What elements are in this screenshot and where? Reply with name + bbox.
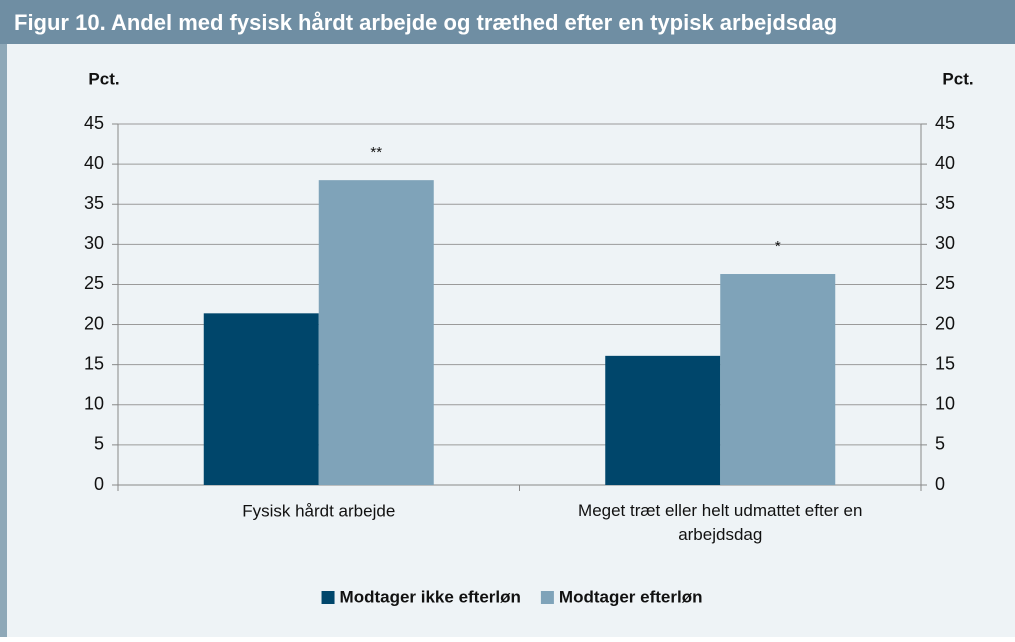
y2-tick-label: 5	[935, 434, 945, 454]
y-tick-label: 20	[84, 313, 104, 333]
title-bar	[0, 0, 1015, 44]
y2-tick-label: 10	[935, 394, 955, 414]
y2-tick-label: 30	[935, 233, 955, 253]
y-tick-label: 5	[94, 434, 104, 454]
y-tick-label: 10	[84, 394, 104, 414]
legend-label: Modtager efterløn	[559, 587, 703, 606]
y-tick-label: 0	[94, 474, 104, 494]
legend-swatch	[321, 591, 335, 604]
y-tick-label: 25	[84, 273, 104, 293]
y-tick-label: 45	[84, 113, 104, 133]
legend-label: Modtager ikke efterløn	[340, 587, 521, 606]
chart-title: Figur 10. Andel med fysisk hårdt arbejde…	[14, 10, 837, 35]
annotation: **	[370, 144, 382, 161]
bar	[318, 180, 434, 485]
y-axis-label: Pct.	[88, 69, 119, 88]
annotation: *	[775, 238, 781, 255]
y-tick-label: 30	[84, 233, 104, 253]
legend: Modtager ikke efterløn Modtager efterløn	[321, 587, 703, 606]
bar	[605, 355, 721, 485]
y-tick-label: 40	[84, 153, 104, 173]
y2-tick-label: 0	[935, 474, 945, 494]
y2-tick-label: 35	[935, 193, 955, 213]
y2-tick-label: 45	[935, 113, 955, 133]
y2-tick-label: 25	[935, 273, 955, 293]
y-tick-label: 35	[84, 193, 104, 213]
x-tick-label: Meget træt eller helt udmattet efter en a…	[578, 501, 862, 544]
y-tick-label: 15	[84, 353, 104, 373]
bar	[720, 274, 836, 485]
y2-axis-label: Pct.	[942, 69, 973, 88]
x-tick-label: Fysisk hårdt arbejde	[242, 501, 395, 520]
left-border	[0, 44, 7, 637]
legend-swatch	[540, 591, 554, 604]
y2-tick-label: 40	[935, 153, 955, 173]
bar	[203, 313, 319, 485]
y2-tick-label: 20	[935, 313, 955, 333]
y2-tick-label: 15	[935, 353, 955, 373]
